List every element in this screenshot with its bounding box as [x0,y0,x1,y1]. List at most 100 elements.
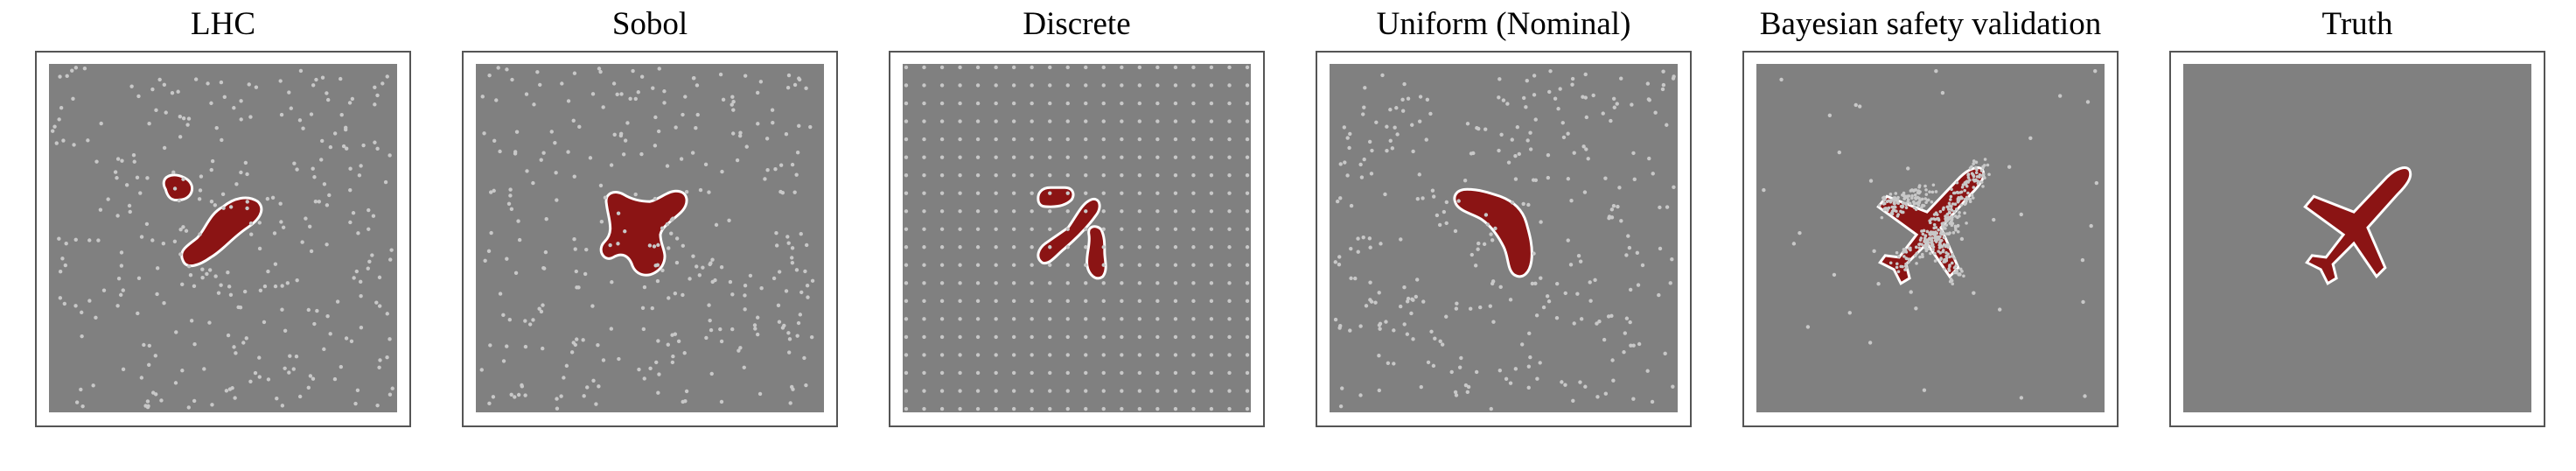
sample-point [737,133,743,138]
sample-point [1925,243,1929,248]
sample-point [1155,389,1160,393]
sample-point [243,160,248,165]
sample-point [994,65,998,70]
sample-point [1048,317,1052,321]
sample-point [157,77,162,82]
sample-point [1101,389,1106,393]
sample-point [1191,101,1196,106]
sample-point [1525,79,1529,83]
sample-point [532,102,536,107]
sample-point [904,155,909,159]
sample-point [1965,221,1968,225]
sample-point [2081,299,2085,305]
sample-point [242,289,248,294]
sample-point [695,83,700,88]
sample-point [1488,304,1492,308]
sample-point [1958,214,1961,218]
sample-point [1903,268,1907,271]
sample-point [770,108,775,112]
sample-point [325,243,329,247]
sample-point [309,112,314,116]
sample-point [1155,263,1160,267]
sample-point [1947,207,1951,211]
sample-point [958,334,962,340]
sample-point [1805,325,1811,329]
sample-point [721,97,726,102]
sample-point [1630,102,1634,107]
sample-point [809,334,814,340]
sample-point [1920,206,1923,209]
sample-point [922,65,926,70]
sample-point [1065,191,1070,195]
sample-point [1939,257,1943,260]
sample-point [385,355,389,360]
sample-point [1120,317,1124,321]
sample-point [792,82,798,88]
sample-point [1563,291,1567,296]
sample-point [694,126,698,130]
sample-point [642,285,647,290]
sample-point [1338,404,1344,409]
sample-point [1914,197,1918,200]
sample-point [177,198,181,203]
sample-point [1528,130,1532,135]
sample-point [1402,81,1407,87]
sample-point [958,406,962,411]
sample-point [1209,299,1214,304]
sample-point [1048,119,1052,123]
sample-point [1209,172,1214,178]
sample-point [796,320,801,326]
sample-point [373,85,377,89]
sample-point [1454,306,1459,311]
sample-point [202,367,206,371]
sample-point [147,343,152,348]
sample-point [790,260,795,265]
sample-point [1137,209,1142,214]
sample-point [289,106,293,110]
sample-point [1904,206,1909,210]
sample-point [1120,137,1124,142]
sample-point [650,306,654,311]
sample-point [789,384,794,390]
sample-point [1591,93,1595,98]
sample-point [505,67,509,72]
sample-point [1209,317,1214,321]
sample-point [904,299,909,304]
sample-point [994,191,998,195]
sample-point [1393,125,1397,130]
sample-point [377,275,382,280]
sample-point [1048,353,1052,357]
sample-point [1950,261,1954,265]
sample-point [1629,343,1633,348]
sample-point [681,243,685,248]
sample-point [939,406,945,411]
sample-point [1972,186,1976,189]
sample-point [1209,227,1214,231]
sample-point [320,138,325,144]
sample-point [328,332,332,336]
sample-point [57,117,61,122]
sample-point [1209,406,1214,411]
sample-point [1597,320,1602,324]
sample-point [1191,191,1196,195]
sample-point [1978,172,1982,177]
sample-point [1508,298,1513,302]
sample-point [1417,172,1421,177]
sample-point [1762,187,1766,193]
sample-point [210,403,214,407]
sample-point [662,89,667,94]
sample-point [1400,109,1406,113]
sample-point [656,129,661,134]
sample-point [958,137,962,142]
sample-point [975,172,981,178]
sample-point [1065,155,1070,159]
sample-point [1137,334,1142,340]
sample-point [958,172,962,178]
sample-point [375,146,380,151]
sample-point [1245,245,1250,250]
sample-point [958,227,962,231]
sample-point [1155,65,1160,70]
sample-point [139,235,144,239]
sample-point [805,243,809,248]
sample-point [994,245,998,250]
